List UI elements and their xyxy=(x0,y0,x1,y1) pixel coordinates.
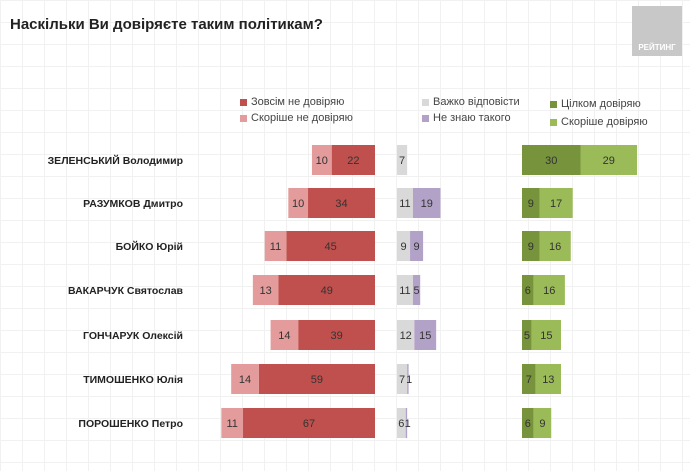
bar-strongly-distrust-label: 45 xyxy=(325,241,337,253)
bar-hard-to-say xyxy=(397,364,408,394)
bar-rather-trust-label: 13 xyxy=(542,374,554,386)
bar-dont-know-label: 15 xyxy=(419,330,431,342)
bar-rather-trust-label: 15 xyxy=(540,330,552,342)
bar-dont-know-label: 1 xyxy=(406,374,412,386)
bar-fully-trust-label: 7 xyxy=(526,374,532,386)
bar-rather-trust xyxy=(535,364,561,394)
bar-fully-trust xyxy=(522,231,540,261)
bar-rather-distrust-label: 11 xyxy=(226,418,237,430)
legend-item: Зовсім не довіряю xyxy=(240,96,344,108)
bar-fully-trust xyxy=(522,408,534,438)
bar-rather-distrust xyxy=(311,145,332,175)
bar-rather-distrust xyxy=(221,408,244,438)
bar-strongly-distrust xyxy=(258,364,375,394)
category-label: ГОНЧАРУК Олексій xyxy=(83,330,183,342)
bar-rather-trust-label: 16 xyxy=(543,285,555,297)
bar-rather-trust xyxy=(539,188,573,218)
bar-rather-distrust-label: 14 xyxy=(239,374,251,386)
bar-dont-know xyxy=(412,275,421,305)
bar-rather-trust-label: 16 xyxy=(549,241,561,253)
bar-strongly-distrust xyxy=(298,320,375,350)
bar-rather-trust-label: 29 xyxy=(603,155,615,167)
bar-strongly-distrust-label: 22 xyxy=(347,155,359,167)
bar-rather-distrust xyxy=(231,364,259,394)
category-label: ВАКАРЧУК Святослав xyxy=(68,285,184,297)
legend-item: Цілком довіряю xyxy=(550,98,641,110)
bar-hard-to-say-label: 11 xyxy=(399,285,410,297)
bar-fully-trust-label: 6 xyxy=(525,285,531,297)
bar-dont-know xyxy=(410,231,424,261)
bar-rather-distrust xyxy=(252,275,279,305)
bar-hard-to-say-label: 11 xyxy=(399,198,410,210)
bar-hard-to-say xyxy=(397,408,406,438)
bar-strongly-distrust-label: 39 xyxy=(330,330,342,342)
bar-dont-know-label: 1 xyxy=(405,418,411,430)
legend-item: Не знаю такого xyxy=(422,112,511,124)
bar-hard-to-say-label: 7 xyxy=(399,155,405,167)
legend-item: Скоріше довіряю xyxy=(550,116,648,128)
bar-hard-to-say xyxy=(397,275,413,305)
bar-dont-know xyxy=(412,188,441,218)
bar-fully-trust-label: 5 xyxy=(524,330,530,342)
bar-rather-trust xyxy=(531,320,561,350)
chart-title: Наскільки Ви довіряєте таким політикам? xyxy=(10,16,323,33)
bar-dont-know-label: 9 xyxy=(414,241,420,253)
bar-rather-distrust-label: 14 xyxy=(278,330,290,342)
bar-fully-trust xyxy=(522,188,540,218)
category-label: ЗЕЛЕНСЬКИЙ Володимир xyxy=(48,154,183,167)
bar-rather-distrust xyxy=(288,188,309,218)
bar-rather-distrust xyxy=(270,320,299,350)
bar-strongly-distrust xyxy=(278,275,375,305)
bar-dont-know-label: 5 xyxy=(414,285,420,297)
category-label: БОЙКО Юрій xyxy=(116,240,183,253)
bar-rather-trust xyxy=(533,275,565,305)
bar-fully-trust-label: 6 xyxy=(525,418,531,430)
bar-strongly-distrust xyxy=(243,408,375,438)
bar-fully-trust xyxy=(522,145,581,175)
bar-rather-trust xyxy=(539,231,571,261)
bar-rather-distrust-label: 10 xyxy=(292,198,304,210)
bar-fully-trust-label: 9 xyxy=(528,198,534,210)
category-label: ТИМОШЕНКО Юлія xyxy=(83,374,183,386)
bar-hard-to-say xyxy=(397,231,411,261)
bar-fully-trust xyxy=(522,364,536,394)
bar-hard-to-say xyxy=(397,320,415,350)
bar-dont-know xyxy=(405,408,408,438)
bar-fully-trust-label: 9 xyxy=(528,241,534,253)
legend-item: Важко відповісти xyxy=(422,96,520,108)
bar-hard-to-say-label: 7 xyxy=(399,374,405,386)
bar-fully-trust xyxy=(522,275,534,305)
legend-item: Скоріше не довіряю xyxy=(240,112,353,124)
bar-rather-distrust-label: 11 xyxy=(270,241,281,253)
bar-rather-distrust-label: 10 xyxy=(316,155,328,167)
bar-dont-know xyxy=(414,320,437,350)
bar-strongly-distrust xyxy=(286,231,375,261)
bar-strongly-distrust-label: 49 xyxy=(321,285,333,297)
bar-rather-distrust xyxy=(264,231,287,261)
bar-dont-know-label: 19 xyxy=(421,198,433,210)
bar-strongly-distrust-label: 59 xyxy=(311,374,323,386)
bar-hard-to-say xyxy=(397,145,408,175)
bar-dont-know xyxy=(407,364,409,394)
bar-strongly-distrust-label: 34 xyxy=(335,198,347,210)
bar-rather-distrust-label: 13 xyxy=(260,285,272,297)
category-label: РАЗУМКОВ Дмитро xyxy=(83,198,183,210)
category-label: ПОРОШЕНКО Петро xyxy=(78,418,183,430)
bar-rather-trust-label: 17 xyxy=(550,198,562,210)
bar-rather-trust xyxy=(580,145,638,175)
bar-hard-to-say xyxy=(397,188,413,218)
bar-hard-to-say-label: 6 xyxy=(398,418,404,430)
bar-strongly-distrust xyxy=(308,188,375,218)
logo: РЕЙТИНГ xyxy=(632,6,682,56)
bar-hard-to-say-label: 12 xyxy=(400,330,412,342)
bar-strongly-distrust xyxy=(331,145,375,175)
bar-rather-trust xyxy=(533,408,552,438)
bar-strongly-distrust-label: 67 xyxy=(303,418,315,430)
bar-rather-trust-label: 9 xyxy=(539,418,545,430)
bar-fully-trust-label: 30 xyxy=(545,155,557,167)
bar-hard-to-say-label: 9 xyxy=(400,241,406,253)
bar-fully-trust xyxy=(522,320,532,350)
